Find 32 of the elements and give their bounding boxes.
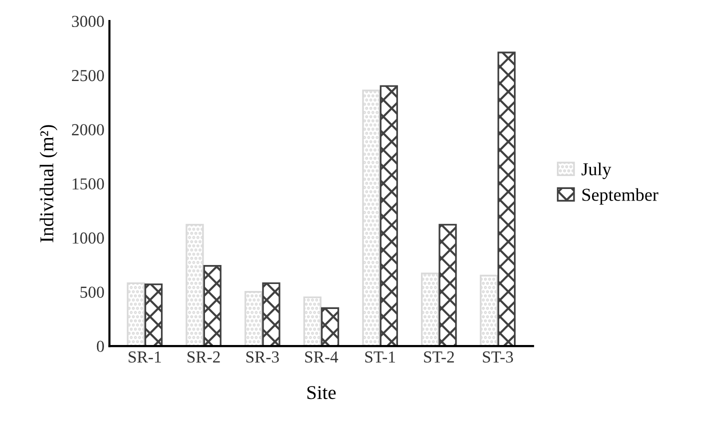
x-tick-label: SR-4 [305,351,338,363]
x-tick-label: SR-3 [246,351,279,363]
bar [186,224,204,346]
legend-label: July [582,162,612,180]
x-axis-title: Site [307,386,336,400]
y-tick-label: 1500 [72,178,104,190]
bar [244,291,263,346]
x-tick-label: SR-2 [188,351,220,363]
bar [480,274,498,346]
bar [320,307,340,346]
y-tick-label: 2000 [72,124,104,136]
x-tick-label: SR-1 [128,351,161,363]
x-tick-label: ST-1 [365,351,395,363]
bar [203,265,222,346]
bar [144,283,163,346]
y-tick-label: 500 [80,286,104,298]
legend-label: September [582,188,658,205]
y-tick-label: 0 [96,340,104,352]
bar [303,296,322,346]
bar [497,52,516,346]
bar [126,282,145,346]
bar [380,85,398,346]
bar [421,272,440,346]
y-tick-label: 1000 [72,232,104,244]
x-tick-label: ST-3 [482,351,513,363]
bar [438,224,457,346]
bar [262,282,280,346]
y-axis-title: Individual (m²) [40,125,58,242]
bar [362,90,380,346]
y-tick-label: 3000 [72,16,104,28]
y-tick-label: 2500 [72,70,104,82]
x-tick-label: ST-2 [424,351,454,363]
